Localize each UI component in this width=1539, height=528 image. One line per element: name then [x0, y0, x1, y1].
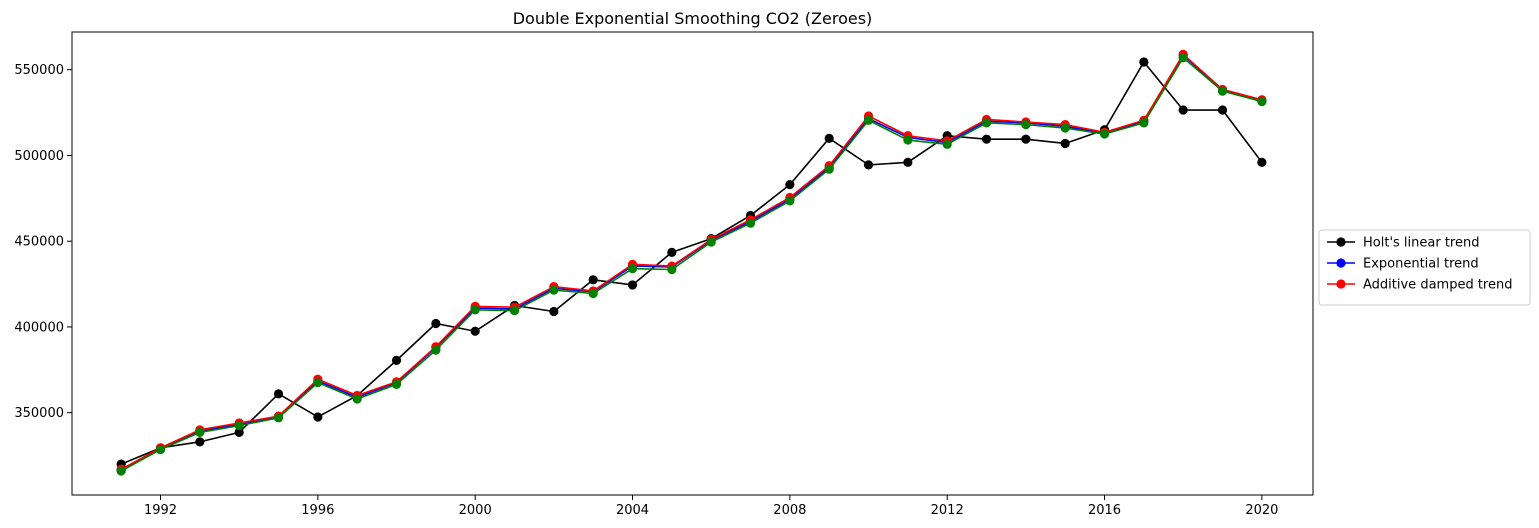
data-point: [116, 466, 126, 476]
data-point: [627, 264, 638, 274]
series-line: [120, 53, 1263, 470]
data-point: [785, 196, 795, 206]
data-point: [981, 134, 992, 144]
legend-label: Additive damped trend: [1363, 278, 1512, 293]
data-point: [1139, 118, 1149, 128]
x-tick-label: 2016: [1088, 503, 1121, 518]
x-tick-label: 2020: [1245, 503, 1278, 518]
data-point: [1257, 96, 1267, 107]
y-tick-label: 550000: [14, 63, 64, 78]
data-point: [1139, 57, 1149, 67]
data-point: [1178, 105, 1188, 115]
data-point: [273, 413, 284, 423]
data-point: [981, 118, 992, 128]
data-point: [352, 394, 362, 404]
legend: Holt's linear trend Exponential trend Addi…: [1318, 229, 1531, 306]
series-line: [120, 54, 1263, 471]
data-point: [195, 437, 205, 447]
data-point: [313, 378, 323, 388]
data-point: [942, 139, 952, 149]
data-point: [155, 444, 166, 455]
data-point: [863, 115, 874, 125]
data-point: [785, 180, 795, 190]
data-point: [391, 379, 402, 389]
y-tick-label: 450000: [14, 235, 64, 250]
x-tick-label: 1996: [301, 503, 334, 518]
data-point: [863, 160, 874, 170]
series-line: [120, 56, 1263, 472]
data-point: [391, 355, 402, 365]
x-tick-label: 2004: [616, 503, 649, 518]
series-layer: [116, 49, 1267, 476]
legend-marker: [1336, 279, 1346, 289]
legend-label: Holt's linear trend: [1363, 236, 1479, 251]
data-point: [627, 280, 638, 290]
data-point: [1021, 134, 1031, 144]
data-point: [1099, 129, 1110, 139]
data-point: [431, 345, 441, 355]
x-tick-label: 2008: [773, 503, 806, 518]
data-point: [313, 412, 323, 422]
data-point: [470, 326, 480, 336]
data-point: [431, 318, 441, 329]
data-point: [824, 133, 834, 143]
legend-marker: [1336, 237, 1346, 247]
series-3: [116, 53, 1267, 476]
x-tick-label: 2012: [931, 503, 964, 518]
x-tick-label: 1992: [144, 503, 177, 518]
series-2: [116, 49, 1267, 474]
data-point: [667, 264, 677, 275]
data-point: [1217, 86, 1228, 96]
series-1: [116, 50, 1267, 475]
data-point: [903, 157, 913, 167]
data-point: [903, 135, 913, 145]
y-tick-label: 500000: [14, 149, 64, 164]
x-tick-label: 2000: [459, 503, 492, 518]
data-point: [824, 164, 834, 174]
data-point: [745, 218, 756, 228]
legend-box: [1318, 229, 1531, 306]
data-point: [509, 306, 520, 316]
legend-marker: [1336, 258, 1346, 268]
data-point: [706, 237, 716, 247]
data-point: [667, 247, 677, 257]
data-point: [1021, 120, 1031, 130]
plot-frame: [71, 31, 1314, 496]
y-tick-label: 350000: [14, 406, 64, 421]
legend-label: Exponential trend: [1363, 257, 1479, 272]
data-point: [1178, 53, 1188, 63]
data-point: [1257, 157, 1267, 167]
series-line: [120, 61, 1263, 465]
data-point: [588, 288, 598, 299]
data-point: [273, 389, 284, 399]
data-point: [234, 420, 244, 431]
data-point: [1060, 123, 1070, 133]
data-point: [549, 285, 559, 295]
y-tick-label: 400000: [14, 320, 64, 335]
data-point: [195, 427, 205, 438]
axes: 1992 1996 2000 2004 2008 2012 2016 2020 350000 40…: [14, 31, 1314, 518]
data-point: [588, 275, 598, 285]
data-point: [549, 306, 559, 317]
data-point: [1060, 138, 1070, 149]
data-point: [234, 427, 244, 438]
chart-title: Double Exponential Smoothing CO2 (Zeroes…: [513, 9, 873, 28]
data-point: [470, 305, 480, 315]
data-point: [1217, 105, 1228, 115]
